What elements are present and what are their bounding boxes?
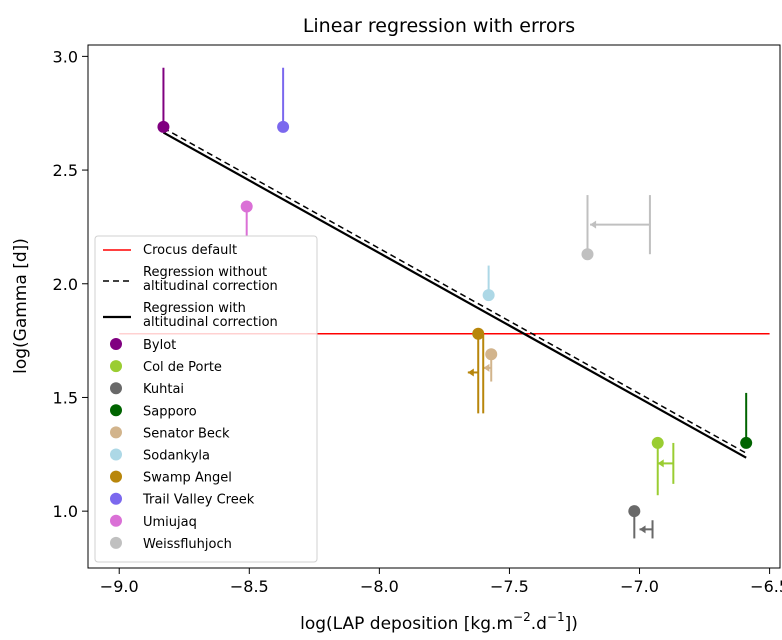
data-point <box>651 436 664 449</box>
legend-label: Weissfluhjoch <box>143 537 232 552</box>
y-tick-label: 1.0 <box>53 502 78 521</box>
data-point <box>240 200 253 213</box>
y-tick-label: 2.0 <box>53 275 78 294</box>
x-axis: −9.0 −8.5 −8.0 −7.5 −7.0 −6.5 <box>100 568 782 596</box>
x-tick-label: −7.0 <box>620 577 659 596</box>
legend-label: Sodankyla <box>143 449 210 464</box>
legend-label: Kuhtai <box>143 382 184 397</box>
x-tick-label: −7.5 <box>490 577 529 596</box>
legend-label: Trail Valley Creek <box>142 493 255 508</box>
x-axis-label: log(LAP deposition [kg.m−2.d−1]) <box>300 610 578 634</box>
regression-line <box>163 127 747 454</box>
error-arrow-head <box>590 220 597 229</box>
error-arrow-head <box>657 459 664 468</box>
legend-marker <box>110 382 122 395</box>
data-point <box>581 248 594 261</box>
legend-marker <box>110 470 122 483</box>
legend-label: altitudinal correction <box>143 315 278 330</box>
legend-marker <box>110 360 122 373</box>
legend-marker <box>110 404 122 417</box>
error-arrow-head <box>483 363 490 372</box>
legend-label: Swamp Angel <box>143 471 232 486</box>
legend-marker <box>110 514 122 527</box>
legend-label: Col de Porte <box>143 360 222 375</box>
legend-label: altitudinal correction <box>143 279 278 294</box>
y-tick-label: 2.5 <box>53 161 78 180</box>
legend-marker <box>110 426 122 439</box>
x-axis-label-end: ]) <box>565 614 578 634</box>
legend-marker <box>110 492 122 505</box>
chart-title: Linear regression with errors <box>303 15 575 37</box>
legend-label: Bylot <box>143 338 176 353</box>
data-point <box>472 327 485 340</box>
legend-label: Regression without <box>143 265 267 280</box>
y-tick-label: 1.5 <box>53 388 78 407</box>
error-arrow-head <box>639 525 646 534</box>
error-arrow-head <box>467 368 474 377</box>
legend-label: Senator Beck <box>143 426 230 441</box>
data-point <box>740 436 753 449</box>
legend-label: Crocus default <box>143 243 237 258</box>
legend-box <box>94 235 318 563</box>
x-tick-label: −8.0 <box>360 577 399 596</box>
legend-marker <box>110 448 122 461</box>
x-axis-label-main: log(LAP deposition [kg.m <box>300 614 513 634</box>
data-point <box>628 505 641 518</box>
legend-label: Sapporo <box>143 404 197 419</box>
x-tick-label: −8.5 <box>230 577 269 596</box>
x-tick-label: −6.5 <box>750 577 782 596</box>
x-axis-label-mid: .d <box>531 614 547 634</box>
legend-marker <box>110 536 122 549</box>
legend-label: Umiujaq <box>143 515 197 530</box>
x-axis-label-sup2: −1 <box>547 610 565 624</box>
plot-area <box>119 67 770 539</box>
data-point <box>482 289 495 302</box>
y-tick-label: 3.0 <box>53 47 78 66</box>
data-point <box>277 120 290 133</box>
y-axis: 1.0 1.5 2.0 2.5 3.0 <box>53 47 88 521</box>
data-point <box>485 348 498 361</box>
regression-line <box>162 131 747 459</box>
x-axis-label-sup1: −2 <box>513 610 531 624</box>
plot-frame <box>87 44 781 569</box>
data-point <box>157 120 170 133</box>
y-axis-label: log(Gamma [d]) <box>11 238 31 374</box>
legend-label: Regression with <box>143 301 246 316</box>
legend-marker <box>110 338 122 350</box>
x-tick-label: −9.0 <box>100 577 139 596</box>
